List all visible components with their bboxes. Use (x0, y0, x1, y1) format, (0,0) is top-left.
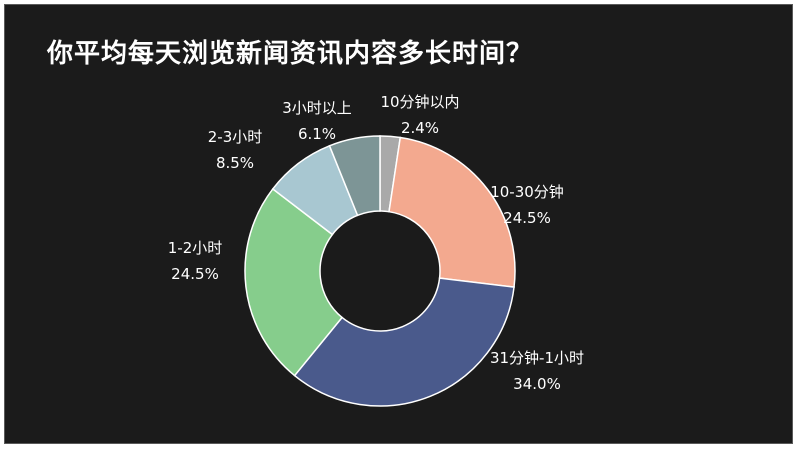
slice-value-label: 24.5% (171, 265, 219, 283)
chart-title: 你平均每天浏览新闻资讯内容多长时间？ (47, 39, 534, 69)
slice-category-label: 1-2小时 (168, 239, 223, 257)
slice-value-label: 24.5% (503, 209, 551, 227)
donut-chart: 10分钟以内 2.4% 10-30分钟 24.5% 31分钟-1小时 34.0% 1-2小时… (168, 93, 584, 407)
slice-1 (388, 136, 516, 288)
slice-category-label: 3小时以上 (282, 99, 352, 117)
slice-3 (244, 187, 344, 377)
slide: 你平均每天浏览新闻资讯内容多长时间？ 10分钟以内 2.4% 10-30分钟 24.5… (4, 4, 793, 444)
slice-category-label: 10分钟以内 (380, 93, 459, 111)
slice-category-label: 10-30分钟 (490, 183, 564, 201)
slice-value-label: 8.5% (216, 154, 254, 172)
slice-value-label: 6.1% (298, 125, 336, 143)
slice-category-label: 2-3小时 (208, 128, 263, 146)
slice-value-label: 2.4% (401, 119, 439, 137)
slice-2 (293, 277, 515, 407)
slice-value-label: 34.0% (513, 375, 561, 393)
slice-5 (328, 135, 381, 217)
slice-category-label: 31分钟-1小时 (490, 349, 584, 367)
